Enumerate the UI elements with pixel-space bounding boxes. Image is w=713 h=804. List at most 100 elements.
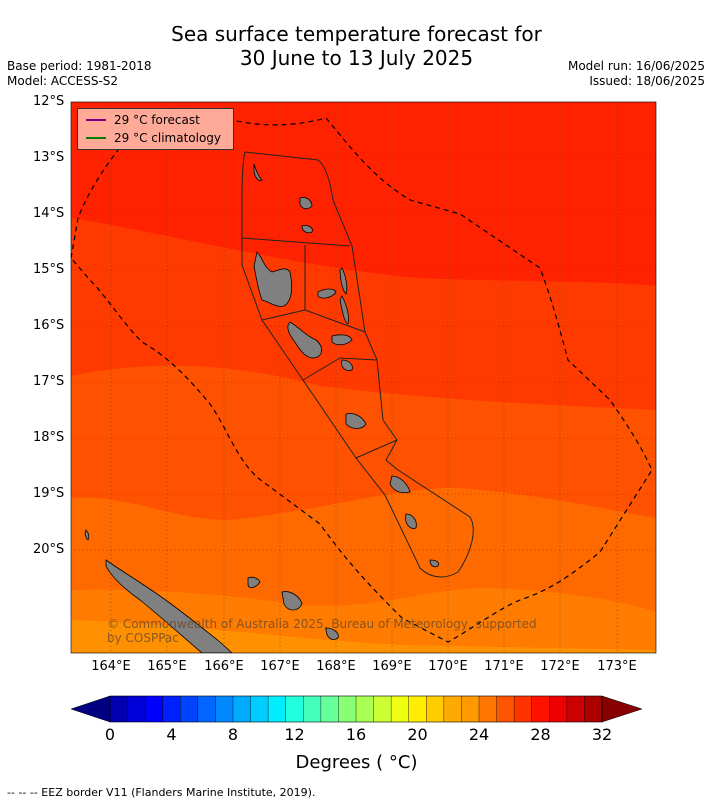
island-erromango <box>389 475 411 494</box>
lon-label: 172°E <box>540 659 580 674</box>
province-boundaries <box>241 151 474 578</box>
issued-date: Issued: 18/06/2025 <box>589 74 705 88</box>
colorbar-tick-label: 28 <box>530 725 551 744</box>
island-mare <box>325 627 339 640</box>
colorbar-segment <box>320 696 339 722</box>
colorbar-tick-label: 32 <box>591 725 613 744</box>
colorbar-segment <box>162 696 181 722</box>
lon-label: 170°E <box>428 659 468 674</box>
colorbar-segment <box>479 696 498 722</box>
island-tanna <box>405 513 417 529</box>
eez-footnote: -- -- -- EEZ border V11 (Flanders Marine… <box>7 786 316 799</box>
lat-label: 15°S <box>33 262 65 277</box>
island-maewo <box>339 267 348 295</box>
island-ambrym <box>331 334 353 346</box>
colorbar-segment <box>285 696 304 722</box>
colorbar-segment <box>127 696 146 722</box>
colorbar-segment <box>443 696 462 722</box>
climatology-line-swatch <box>86 137 106 139</box>
colorbar-segment <box>356 696 375 722</box>
lon-label: 166°E <box>204 659 244 674</box>
colorbar-segment <box>233 696 252 722</box>
colorbar-tick-label: 12 <box>284 725 305 744</box>
map-frame <box>70 101 657 654</box>
lon-label: 173°E <box>597 659 637 674</box>
colorbar-segment <box>303 696 322 722</box>
lat-label: 12°S <box>33 94 65 109</box>
colorbar-tick-label: 20 <box>407 725 428 744</box>
island-belep <box>84 529 90 541</box>
graticule <box>71 102 656 653</box>
colorbar-tick-label: 16 <box>345 725 367 744</box>
lon-label: 168°E <box>316 659 356 674</box>
model-run: Model run: 16/06/2025 <box>567 59 705 73</box>
colorbar <box>70 695 643 723</box>
meta-left: Base period: 1981-2018 Model: ACCESS-S2 <box>7 59 152 89</box>
island-vanua-lava <box>299 197 313 210</box>
copyright-line-2: by COSPPac <box>107 631 179 645</box>
model-name: Model: ACCESS-S2 <box>7 74 119 88</box>
title-line-1: Sea surface temperature forecast for <box>171 22 542 46</box>
colorbar-segment <box>408 696 427 722</box>
colorbar-segment <box>373 696 392 722</box>
island-epi <box>341 359 353 371</box>
colorbar-segment <box>514 696 533 722</box>
colorbar-segment <box>566 696 585 722</box>
island-new-caledonia <box>105 559 233 653</box>
lat-label: 19°S <box>33 486 65 501</box>
island-malekula <box>287 321 322 359</box>
island-efate <box>345 413 367 429</box>
island-ambae <box>317 288 337 299</box>
colorbar-segment <box>584 696 603 722</box>
map-title: Sea surface temperature forecast for 30 … <box>0 22 713 70</box>
island-aneityum <box>429 559 439 568</box>
lat-label: 17°S <box>33 374 65 389</box>
lon-label: 171°E <box>484 659 524 674</box>
lon-label: 164°E <box>91 659 131 674</box>
colorbar-under-arrow <box>70 695 111 723</box>
colorbar-segment <box>110 696 129 722</box>
colorbar-segment <box>338 696 357 722</box>
island-ouvea <box>247 576 261 588</box>
colorbar-segment <box>461 696 480 722</box>
title-line-2: 30 June to 13 July 2025 <box>239 46 474 70</box>
island-torres <box>253 163 263 181</box>
meta-right: Model run: 16/06/2025 Issued: 18/06/2025 <box>568 59 705 89</box>
legend-box: 29 °C forecast 29 °C climatology <box>77 108 234 150</box>
island-pentecost <box>339 295 349 325</box>
colorbar-segment <box>180 696 199 722</box>
colorbar-segment <box>531 696 550 722</box>
legend-climatology: 29 °C climatology <box>86 130 221 146</box>
colorbar-over-arrow <box>601 695 643 723</box>
colorbar-segment <box>268 696 287 722</box>
legend-forecast: 29 °C forecast <box>86 112 200 128</box>
legend-climatology-label: 29 °C climatology <box>114 131 222 145</box>
lat-label: 14°S <box>33 206 65 221</box>
colorbar-unit-label: Degrees ( °C) <box>295 752 418 773</box>
colorbar-segment <box>496 696 515 722</box>
colorbar-segment <box>145 696 164 722</box>
colorbar-segment <box>215 696 234 722</box>
lat-label: 20°S <box>33 542 65 557</box>
colorbar-segment <box>197 696 216 722</box>
lon-label: 165°E <box>147 659 187 674</box>
colorbar-tick-label: 4 <box>166 725 177 744</box>
lat-label: 16°S <box>33 318 65 333</box>
colorbar-segment <box>549 696 568 722</box>
island-gaua <box>301 225 313 234</box>
eez-border <box>71 107 653 643</box>
land-masses <box>84 163 439 653</box>
copyright-line-1: © Commonwealth of Australia 2025, Bureau… <box>107 617 537 631</box>
colorbar-tick-label: 0 <box>104 725 116 744</box>
lon-label: 169°E <box>372 659 412 674</box>
copyright-watermark: © Commonwealth of Australia 2025, Bureau… <box>107 617 537 645</box>
island-lifou <box>281 591 303 611</box>
lat-label: 18°S <box>33 430 65 445</box>
base-period: Base period: 1981-2018 <box>7 59 152 73</box>
colorbar-tick-label: 24 <box>468 725 490 744</box>
forecast-line-swatch <box>86 119 106 121</box>
colorbar-segment <box>391 696 410 722</box>
colorbar-tick-label: 8 <box>227 725 239 744</box>
lon-label: 167°E <box>260 659 300 674</box>
